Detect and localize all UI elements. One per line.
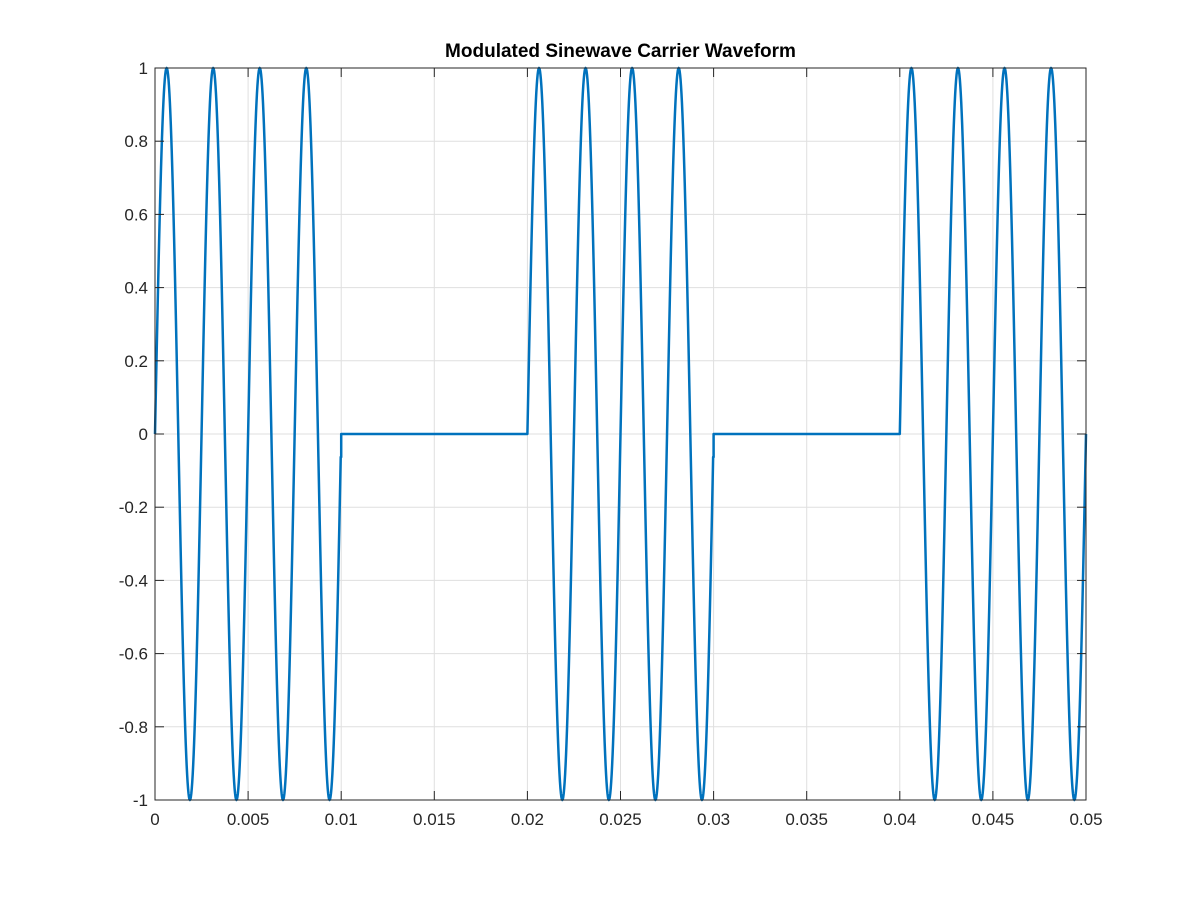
y-tick-label: -0.8 <box>119 718 148 737</box>
y-tick-label: 0.2 <box>124 352 148 371</box>
x-tick-label: 0.02 <box>511 810 544 829</box>
y-tick-label: 1 <box>139 59 148 78</box>
x-tick-label: 0.015 <box>413 810 456 829</box>
x-tick-label: 0.045 <box>972 810 1015 829</box>
x-tick-label: 0.025 <box>599 810 642 829</box>
series-line-carrier <box>153 66 1088 802</box>
y-tick-label: 0.4 <box>124 279 148 298</box>
y-tick-labels: -1 -0.8 -0.6 -0.4 -0.2 0 0.2 0.4 0.6 0.8 1 <box>119 59 148 810</box>
x-tick-label: 0.05 <box>1069 810 1102 829</box>
x-tick-label: 0.005 <box>227 810 270 829</box>
series-layer <box>153 66 1088 802</box>
y-tick-label: -0.6 <box>119 645 148 664</box>
x-tick-labels: 0 0.005 0.01 0.015 0.02 0.025 0.03 0.035 0.04 0.0… <box>150 810 1102 829</box>
x-tick-label: 0.03 <box>697 810 730 829</box>
x-tick-label: 0.01 <box>325 810 358 829</box>
x-tick-label: 0.04 <box>883 810 916 829</box>
x-tick-label: 0 <box>150 810 159 829</box>
y-tick-label: -1 <box>133 791 148 810</box>
y-tick-label: 0.8 <box>124 132 148 151</box>
y-tick-label: 0.6 <box>124 205 148 224</box>
y-tick-label: 0 <box>139 425 148 444</box>
y-tick-label: -0.2 <box>119 498 148 517</box>
y-tick-label: -0.4 <box>119 571 148 590</box>
x-tick-label: 0.035 <box>785 810 828 829</box>
chart-title: Modulated Sinewave Carrier Waveform <box>445 41 796 62</box>
tick-marks <box>154 67 1087 801</box>
